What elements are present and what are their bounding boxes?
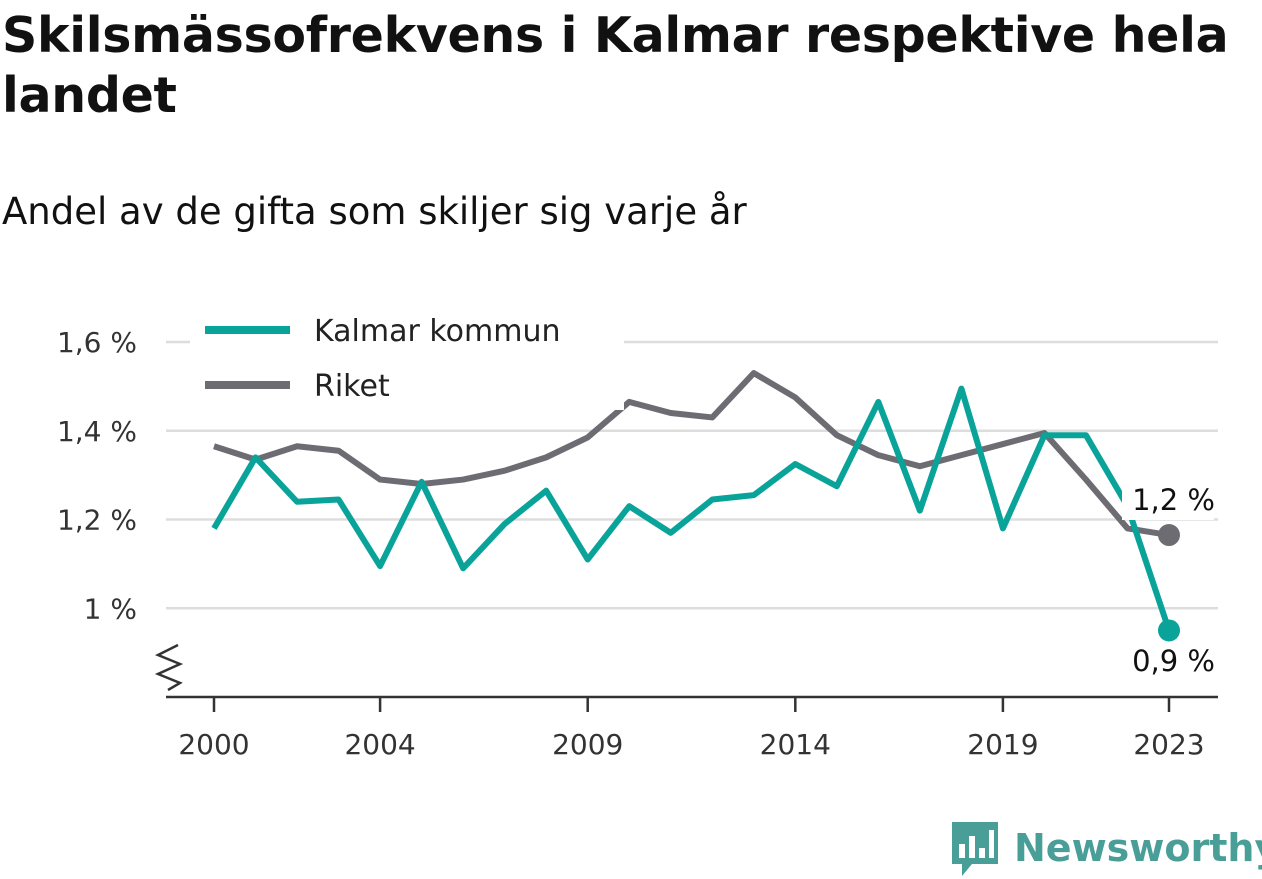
x-tick-label: 2004 [344, 728, 415, 761]
y-tick-label: 1,4 % [57, 415, 137, 448]
brand-name: Newsworthy [1014, 826, 1262, 870]
legend-label-riket: Riket [314, 369, 390, 404]
x-tick-label: 2014 [760, 728, 831, 761]
end-point-kalmar [1158, 619, 1180, 642]
y-tick-label: 1 % [84, 592, 137, 625]
brand-logo: Newsworthy [950, 818, 1262, 878]
end-label-riket-background [1122, 480, 1214, 520]
end-label-kalmar: 0,9 % [1132, 644, 1215, 678]
end-point-riket [1158, 524, 1180, 547]
y-axis-break-icon [154, 643, 184, 692]
series-line-kalmar [211, 385, 1172, 632]
x-tick-label: 2000 [178, 728, 249, 761]
end-labels: 1,2 % 0,9 % [1122, 480, 1215, 678]
legend-label-kalmar: Kalmar kommun [314, 314, 560, 349]
y-axis-ticks: 1 % 1,2 % 1,4 % 1,6 % [57, 326, 137, 625]
x-tick-label: 2009 [552, 728, 623, 761]
x-tick-label: 2023 [1133, 728, 1204, 761]
end-label-riket: 1,2 % [1132, 483, 1215, 517]
x-axis-ticks: 2000 2004 2009 2014 2019 2023 [178, 697, 1205, 761]
legend-background [190, 302, 624, 410]
y-tick-label: 1,6 % [57, 326, 137, 359]
y-tick-label: 1,2 % [57, 504, 137, 537]
x-axis [154, 643, 1218, 699]
chart-subtitle: Andel av de gifta som skiljer sig varje … [2, 190, 747, 233]
chart-bubble-icon [952, 822, 998, 876]
chart-title: Skilsmässofrekvens i Kalmar respektive h… [2, 7, 1229, 124]
legend: Kalmar kommun Riket [190, 302, 624, 410]
series-line-riket [213, 370, 1170, 538]
x-tick-label: 2019 [967, 728, 1038, 761]
series-lines [211, 370, 1180, 642]
